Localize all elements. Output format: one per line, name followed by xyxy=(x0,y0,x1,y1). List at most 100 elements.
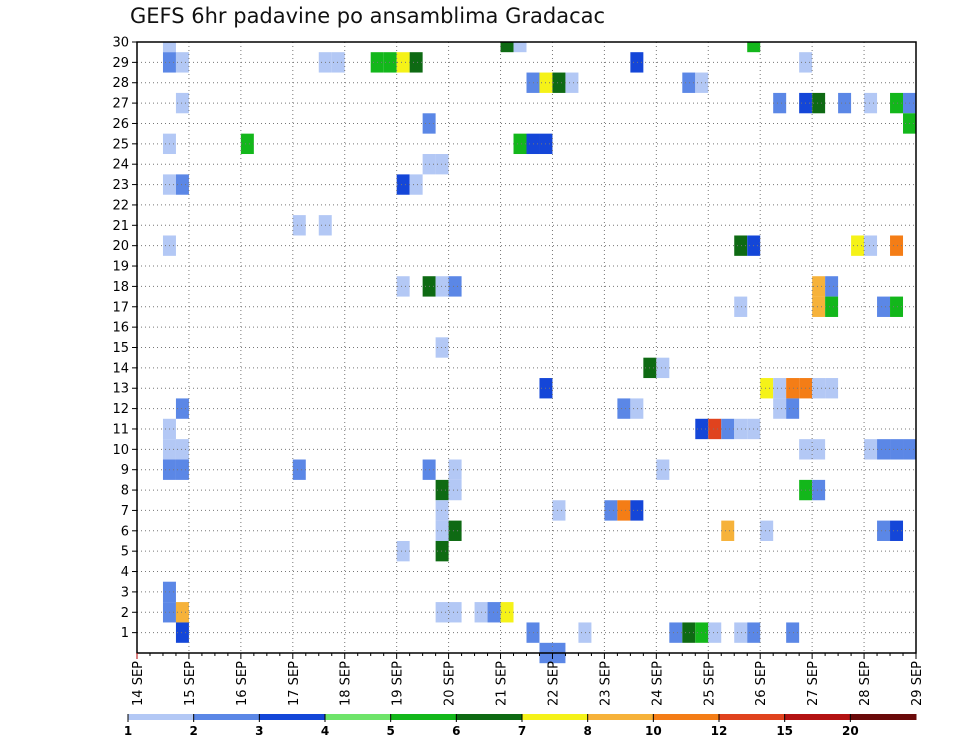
x-tick-label: 26 SEP xyxy=(754,661,769,706)
colorbar-label: 6 xyxy=(452,724,460,738)
heatmap-cell xyxy=(786,398,800,419)
colorbar-segment xyxy=(259,714,326,720)
heatmap-cell xyxy=(890,92,904,114)
y-tick-label: 24 xyxy=(112,158,129,173)
colorbar-segment xyxy=(456,714,523,720)
heatmap-cell xyxy=(435,500,449,521)
x-tick-label: 25 SEP xyxy=(702,661,717,706)
heatmap-cell xyxy=(773,92,787,114)
heatmap-cell xyxy=(864,235,878,256)
heatmap-cell xyxy=(812,439,826,460)
heatmap-cell xyxy=(552,72,566,93)
y-tick-label: 29 xyxy=(112,56,129,71)
heatmap-cell xyxy=(396,174,410,195)
heatmap-cell xyxy=(448,520,462,541)
y-tick-label: 9 xyxy=(121,463,129,478)
colorbar-label: 10 xyxy=(645,724,662,738)
y-tick-label: 25 xyxy=(112,137,129,152)
heatmap-cell xyxy=(890,520,904,541)
colorbar-segment xyxy=(325,714,392,720)
colorbar-segment xyxy=(522,714,589,720)
heatmap-cell xyxy=(825,378,839,399)
y-tick-label: 19 xyxy=(112,260,129,275)
heatmap-cell xyxy=(890,296,904,317)
x-tick-label: 27 SEP xyxy=(806,661,821,706)
cells-layer xyxy=(162,42,916,664)
heatmap-cell xyxy=(448,276,462,297)
heatmap-cell xyxy=(175,92,189,114)
heatmap-cell xyxy=(435,520,449,541)
y-tick-label: 2 xyxy=(121,606,129,621)
heatmap-cell xyxy=(175,398,189,419)
heatmap-cell xyxy=(409,52,423,73)
heatmap-cell xyxy=(734,418,748,440)
heatmap-cell xyxy=(877,439,891,460)
colorbar-label: 5 xyxy=(386,724,394,738)
heatmap-cell xyxy=(448,459,462,480)
heatmap-cell xyxy=(630,500,644,521)
x-tick-label: 24 SEP xyxy=(650,661,665,706)
heatmap-cell xyxy=(409,174,423,195)
heatmap-cell xyxy=(708,622,722,643)
heatmap-cell xyxy=(721,418,735,440)
heatmap-cell xyxy=(812,296,826,317)
heatmap-cell xyxy=(448,479,462,501)
x-tick-label: 20 SEP xyxy=(443,661,458,706)
heatmap-cell xyxy=(682,622,696,643)
heatmap-cell xyxy=(877,296,891,317)
heatmap-cell xyxy=(396,52,410,73)
colorbar-segment xyxy=(587,714,654,720)
x-tick-label: 15 SEP xyxy=(183,661,198,706)
heatmap-cell xyxy=(656,459,670,480)
heatmap-cell xyxy=(526,133,540,155)
heatmap-cell xyxy=(721,520,735,541)
colorbar: 1 2 3 4 5 6 7 8 10 12 15 20 xyxy=(124,714,917,738)
heatmap-cell xyxy=(500,42,514,53)
heatmap-cell xyxy=(435,276,449,297)
heatmap-cell xyxy=(786,378,800,399)
y-tick-label: 20 xyxy=(112,239,129,254)
y-tick-label: 5 xyxy=(121,545,129,560)
heatmap-cell xyxy=(448,602,462,623)
heatmap-cell xyxy=(292,459,306,480)
colorbar-label: 1 xyxy=(124,724,132,738)
x-tick-label: 22 SEP xyxy=(546,661,561,706)
colorbar-segment xyxy=(128,714,195,720)
y-tick-label: 26 xyxy=(112,117,129,132)
heatmap-cell xyxy=(747,42,761,53)
y-tick-label: 8 xyxy=(121,484,129,499)
heatmap-cell xyxy=(812,378,826,399)
heatmap-cell xyxy=(435,540,449,562)
heatmap-cell xyxy=(734,622,748,643)
heatmap-cell xyxy=(162,42,176,53)
y-tick-label: 6 xyxy=(121,524,129,539)
heatmap-cell xyxy=(435,602,449,623)
colorbar-label: 2 xyxy=(189,724,197,738)
colorbar-label: 7 xyxy=(518,724,526,738)
heatmap-cell xyxy=(578,622,592,643)
colorbar-label: 3 xyxy=(255,724,263,738)
heatmap-cell xyxy=(526,72,540,93)
heatmap-cell xyxy=(292,215,306,236)
heatmap-cell xyxy=(604,500,618,521)
heatmap-cell xyxy=(175,439,189,460)
heatmap-cell xyxy=(812,92,826,114)
axes-layer: 1234567891011121314151617181920212223242… xyxy=(112,36,925,706)
colorbar-segment xyxy=(653,714,720,720)
x-tick-label: 23 SEP xyxy=(598,661,613,706)
heatmap-cell xyxy=(630,52,644,73)
y-tick-label: 15 xyxy=(112,341,129,356)
heatmap-cell xyxy=(890,235,904,256)
heatmap-cell xyxy=(682,72,696,93)
heatmap-cell xyxy=(890,439,904,460)
y-tick-label: 10 xyxy=(112,443,129,458)
colorbar-segment xyxy=(784,714,851,720)
y-tick-label: 11 xyxy=(112,422,129,437)
x-tick-label: 14 SEP xyxy=(131,661,146,706)
heatmap-cell xyxy=(825,296,839,317)
y-tick-label: 23 xyxy=(112,178,129,193)
heatmap-cell xyxy=(838,92,852,114)
heatmap-cell xyxy=(435,154,449,175)
heatmap-cell xyxy=(877,520,891,541)
